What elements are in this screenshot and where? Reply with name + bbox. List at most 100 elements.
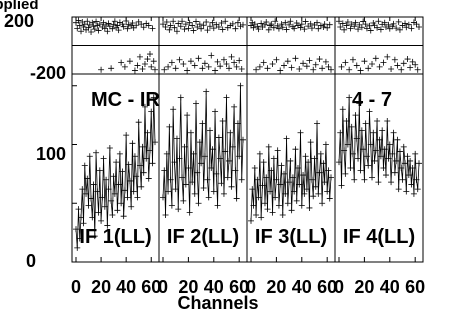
- amplitude-series-line: [75, 97, 156, 248]
- amplitude-point: [140, 169, 147, 176]
- amplitude-point: [347, 165, 354, 171]
- data-marks: [73, 17, 422, 251]
- phase-point: [233, 63, 240, 70]
- phase-point: [377, 26, 384, 33]
- phase-point: [162, 23, 169, 30]
- amplitude-point: [391, 169, 398, 176]
- amplitude-point: [120, 213, 127, 220]
- amplitude-point: [209, 146, 216, 153]
- amplitude-point: [133, 173, 140, 180]
- amplitude-point: [254, 176, 261, 183]
- phase-point: [328, 66, 334, 73]
- amplitude-point: [317, 150, 324, 157]
- amplitude-point: [167, 176, 174, 183]
- amplitude-point: [187, 129, 194, 136]
- phase-point: [256, 63, 263, 70]
- phase-point: [95, 27, 102, 34]
- x-tick-label: 20: [91, 277, 111, 297]
- amplitude-point: [212, 108, 219, 115]
- amplitude-point: [316, 169, 323, 176]
- phase-point: [134, 62, 141, 69]
- phase-point: [367, 27, 374, 34]
- amplitude-point: [203, 88, 210, 95]
- amplitude-point: [342, 170, 349, 177]
- phase-point: [389, 23, 396, 30]
- amplitude-point: [346, 94, 353, 101]
- amplitude-point: [219, 118, 226, 124]
- amplitude-point: [353, 135, 360, 142]
- amplitude-point: [402, 160, 409, 167]
- phase-point: [212, 67, 219, 74]
- phase-point: [90, 23, 97, 30]
- amplitude-point: [388, 179, 395, 186]
- amplitude-point: [269, 209, 276, 216]
- phase-point: [121, 63, 128, 70]
- amplitude-point: [365, 162, 372, 169]
- phase-point: [315, 25, 322, 32]
- amplitude-point: [255, 194, 262, 201]
- phase-point: [186, 19, 193, 26]
- amplitude-point: [184, 112, 191, 119]
- phase-point: [249, 19, 256, 26]
- phase-point: [349, 56, 356, 63]
- phase-point: [237, 23, 244, 30]
- phase-point: [281, 62, 288, 69]
- amplitude-point: [382, 172, 389, 179]
- phase-point: [270, 24, 277, 31]
- phase-point: [325, 63, 332, 70]
- phase-point: [181, 26, 188, 33]
- amplitude-point: [264, 206, 271, 213]
- phase-point: [288, 64, 295, 71]
- amplitude-point: [404, 153, 411, 160]
- phase-point: [173, 28, 180, 35]
- amplitude-point: [131, 153, 138, 160]
- phase-point: [179, 18, 186, 25]
- amplitude-series-line: [338, 97, 420, 194]
- phase-point: [324, 24, 331, 31]
- phase-point: [93, 18, 100, 25]
- amplitude-series-line: [162, 85, 244, 216]
- phase-point: [193, 18, 200, 25]
- amplitude-point: [394, 136, 401, 143]
- amplitude-point: [214, 202, 221, 209]
- x-tick-label: 40: [292, 277, 312, 297]
- phase-point: [139, 66, 146, 73]
- phase-point: [275, 25, 282, 32]
- phase-point: [355, 26, 362, 33]
- amplitude-point: [144, 129, 151, 136]
- phase-point: [286, 21, 293, 28]
- phase-point: [301, 26, 308, 33]
- phase-point: [209, 19, 216, 26]
- phase-point: [114, 22, 121, 29]
- amplitude-point: [390, 129, 397, 136]
- phase-point: [198, 25, 205, 32]
- amplitude-point: [273, 176, 280, 183]
- phase-point: [365, 65, 372, 72]
- phase-point: [342, 59, 349, 66]
- phase-point: [414, 66, 421, 73]
- amplitude-point: [399, 176, 406, 183]
- amplitude-point: [376, 136, 383, 143]
- amplitude-point: [100, 155, 107, 162]
- amplitude-point: [232, 167, 239, 174]
- phase-point: [89, 19, 96, 26]
- amplitude-point: [310, 193, 317, 200]
- amplitude-point: [319, 200, 326, 207]
- phase-point: [296, 66, 303, 73]
- amplitude-point: [128, 203, 135, 210]
- phase-point: [253, 66, 260, 73]
- amplitude-point: [249, 186, 256, 193]
- amplitude-point: [321, 179, 328, 186]
- phase-point: [404, 56, 411, 63]
- amplitude-point: [204, 176, 211, 183]
- phase-point: [283, 26, 290, 33]
- phase-point: [405, 21, 412, 28]
- phase-point: [220, 56, 227, 63]
- phase-point: [297, 24, 304, 31]
- panel-label: IF 2(LL): [167, 226, 239, 248]
- amplitude-point: [171, 159, 178, 166]
- amplitude-point: [196, 139, 203, 146]
- phase-point: [250, 24, 257, 31]
- amplitude-point: [231, 103, 238, 110]
